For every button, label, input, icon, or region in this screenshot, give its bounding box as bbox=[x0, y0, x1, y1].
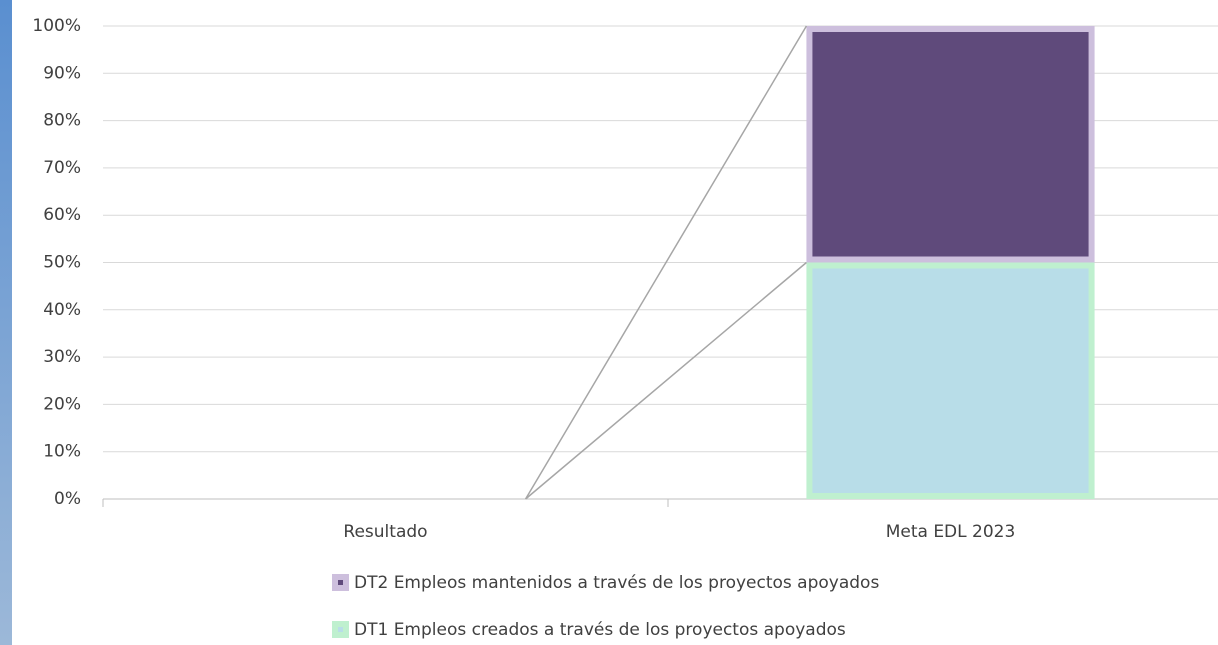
x-tick-label: Meta EDL 2023 bbox=[886, 522, 1016, 542]
y-tick-label: 40% bbox=[43, 300, 81, 320]
y-tick-label: 10% bbox=[43, 442, 81, 462]
series-line bbox=[525, 261, 807, 500]
y-tick-label: 0% bbox=[54, 489, 81, 509]
y-tick-label: 30% bbox=[43, 347, 81, 367]
x-tick-label: Resultado bbox=[343, 522, 427, 542]
legend-label: DT2 Empleos mantenidos a través de los p… bbox=[354, 573, 879, 593]
y-tick-label: 100% bbox=[32, 16, 81, 36]
y-tick-label: 60% bbox=[43, 205, 81, 225]
y-tick-label: 20% bbox=[43, 394, 81, 414]
bar bbox=[806, 26, 1095, 263]
bar bbox=[806, 262, 1095, 499]
legend-swatch-inner bbox=[338, 580, 343, 585]
legend-label: DT1 Empleos creados a través de los proy… bbox=[354, 620, 846, 640]
y-tick-label: 50% bbox=[43, 253, 81, 273]
y-tick-label: 80% bbox=[43, 111, 81, 131]
side-strip bbox=[0, 0, 12, 645]
y-tick-label: 90% bbox=[43, 63, 81, 83]
series-line bbox=[524, 25, 808, 500]
y-tick-label: 70% bbox=[43, 158, 81, 178]
legend-swatch-inner bbox=[338, 627, 343, 632]
